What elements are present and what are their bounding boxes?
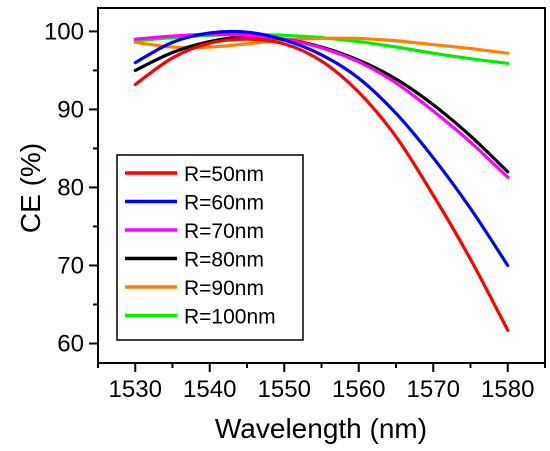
y-tick-label: 100: [44, 18, 84, 45]
x-tick-label: 1560: [332, 376, 385, 403]
x-tick-label: 1570: [407, 376, 460, 403]
legend-label: R=50nm: [184, 163, 264, 186]
legend-label: R=90nm: [184, 277, 264, 300]
x-tick-label: 1530: [109, 376, 162, 403]
legend-label: R=80nm: [184, 249, 264, 272]
x-tick-label: 1540: [183, 376, 236, 403]
y-tick-label: 80: [57, 174, 84, 201]
y-tick-label: 70: [57, 252, 84, 279]
series-line-r-50nm: [133, 37, 510, 332]
y-axis-title: CE (%): [15, 143, 46, 233]
y-tick-label: 60: [57, 330, 84, 357]
x-axis: 1530 1540 1550 1560 1570 1580: [97, 363, 546, 403]
x-axis-title: Wavelength (nm): [215, 413, 427, 444]
series-lines: [133, 29, 510, 332]
legend-label: R=60nm: [184, 192, 264, 215]
legend-box: [116, 154, 304, 341]
y-axis: 60 70 80 90 100: [44, 18, 98, 357]
y-tick-label: 90: [57, 96, 84, 123]
series-line-r-60nm: [133, 29, 510, 268]
legend-label: R=70nm: [184, 220, 264, 243]
legend: R=50nm R=60nm R=70nm R=80nm R=90nm R=100nm: [116, 154, 304, 341]
x-tick-label: 1550: [258, 376, 311, 403]
x-tick-label: 1580: [481, 376, 534, 403]
legend-label: R=100nm: [184, 306, 276, 329]
